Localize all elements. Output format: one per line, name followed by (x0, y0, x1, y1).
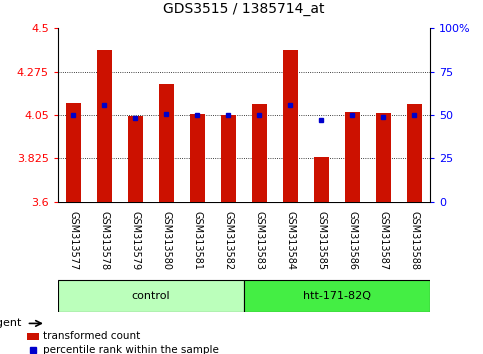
Text: GSM313584: GSM313584 (285, 211, 296, 270)
Bar (244, 280, 430, 312)
Bar (128, 116, 143, 202)
Text: transformed count: transformed count (43, 331, 141, 341)
Bar (313, 158, 329, 202)
Text: GSM313588: GSM313588 (410, 211, 419, 270)
Text: GSM313580: GSM313580 (161, 211, 171, 270)
Text: htt-171-82Q: htt-171-82Q (303, 291, 371, 301)
Text: GDS3515 / 1385714_at: GDS3515 / 1385714_at (163, 2, 325, 16)
Bar (345, 112, 360, 202)
Text: GSM313578: GSM313578 (99, 211, 110, 270)
Bar (58, 280, 244, 312)
Bar (283, 51, 298, 202)
Bar (221, 115, 236, 202)
Text: percentile rank within the sample: percentile rank within the sample (43, 345, 219, 354)
Bar (27, 333, 39, 341)
Bar (376, 113, 391, 202)
Text: GSM313585: GSM313585 (316, 211, 327, 270)
Text: agent: agent (0, 318, 22, 329)
Text: GSM313577: GSM313577 (69, 211, 78, 270)
Bar (66, 103, 81, 202)
Text: control: control (132, 291, 170, 301)
Text: GSM313582: GSM313582 (224, 211, 233, 270)
Text: GSM313583: GSM313583 (255, 211, 264, 270)
Text: GSM313579: GSM313579 (130, 211, 141, 270)
Bar (252, 104, 267, 202)
Bar (97, 51, 112, 202)
Text: GSM313587: GSM313587 (378, 211, 388, 270)
Text: GSM313581: GSM313581 (192, 211, 202, 270)
Bar (190, 114, 205, 202)
Text: GSM313586: GSM313586 (347, 211, 357, 270)
Bar (407, 104, 422, 202)
Bar (159, 84, 174, 202)
